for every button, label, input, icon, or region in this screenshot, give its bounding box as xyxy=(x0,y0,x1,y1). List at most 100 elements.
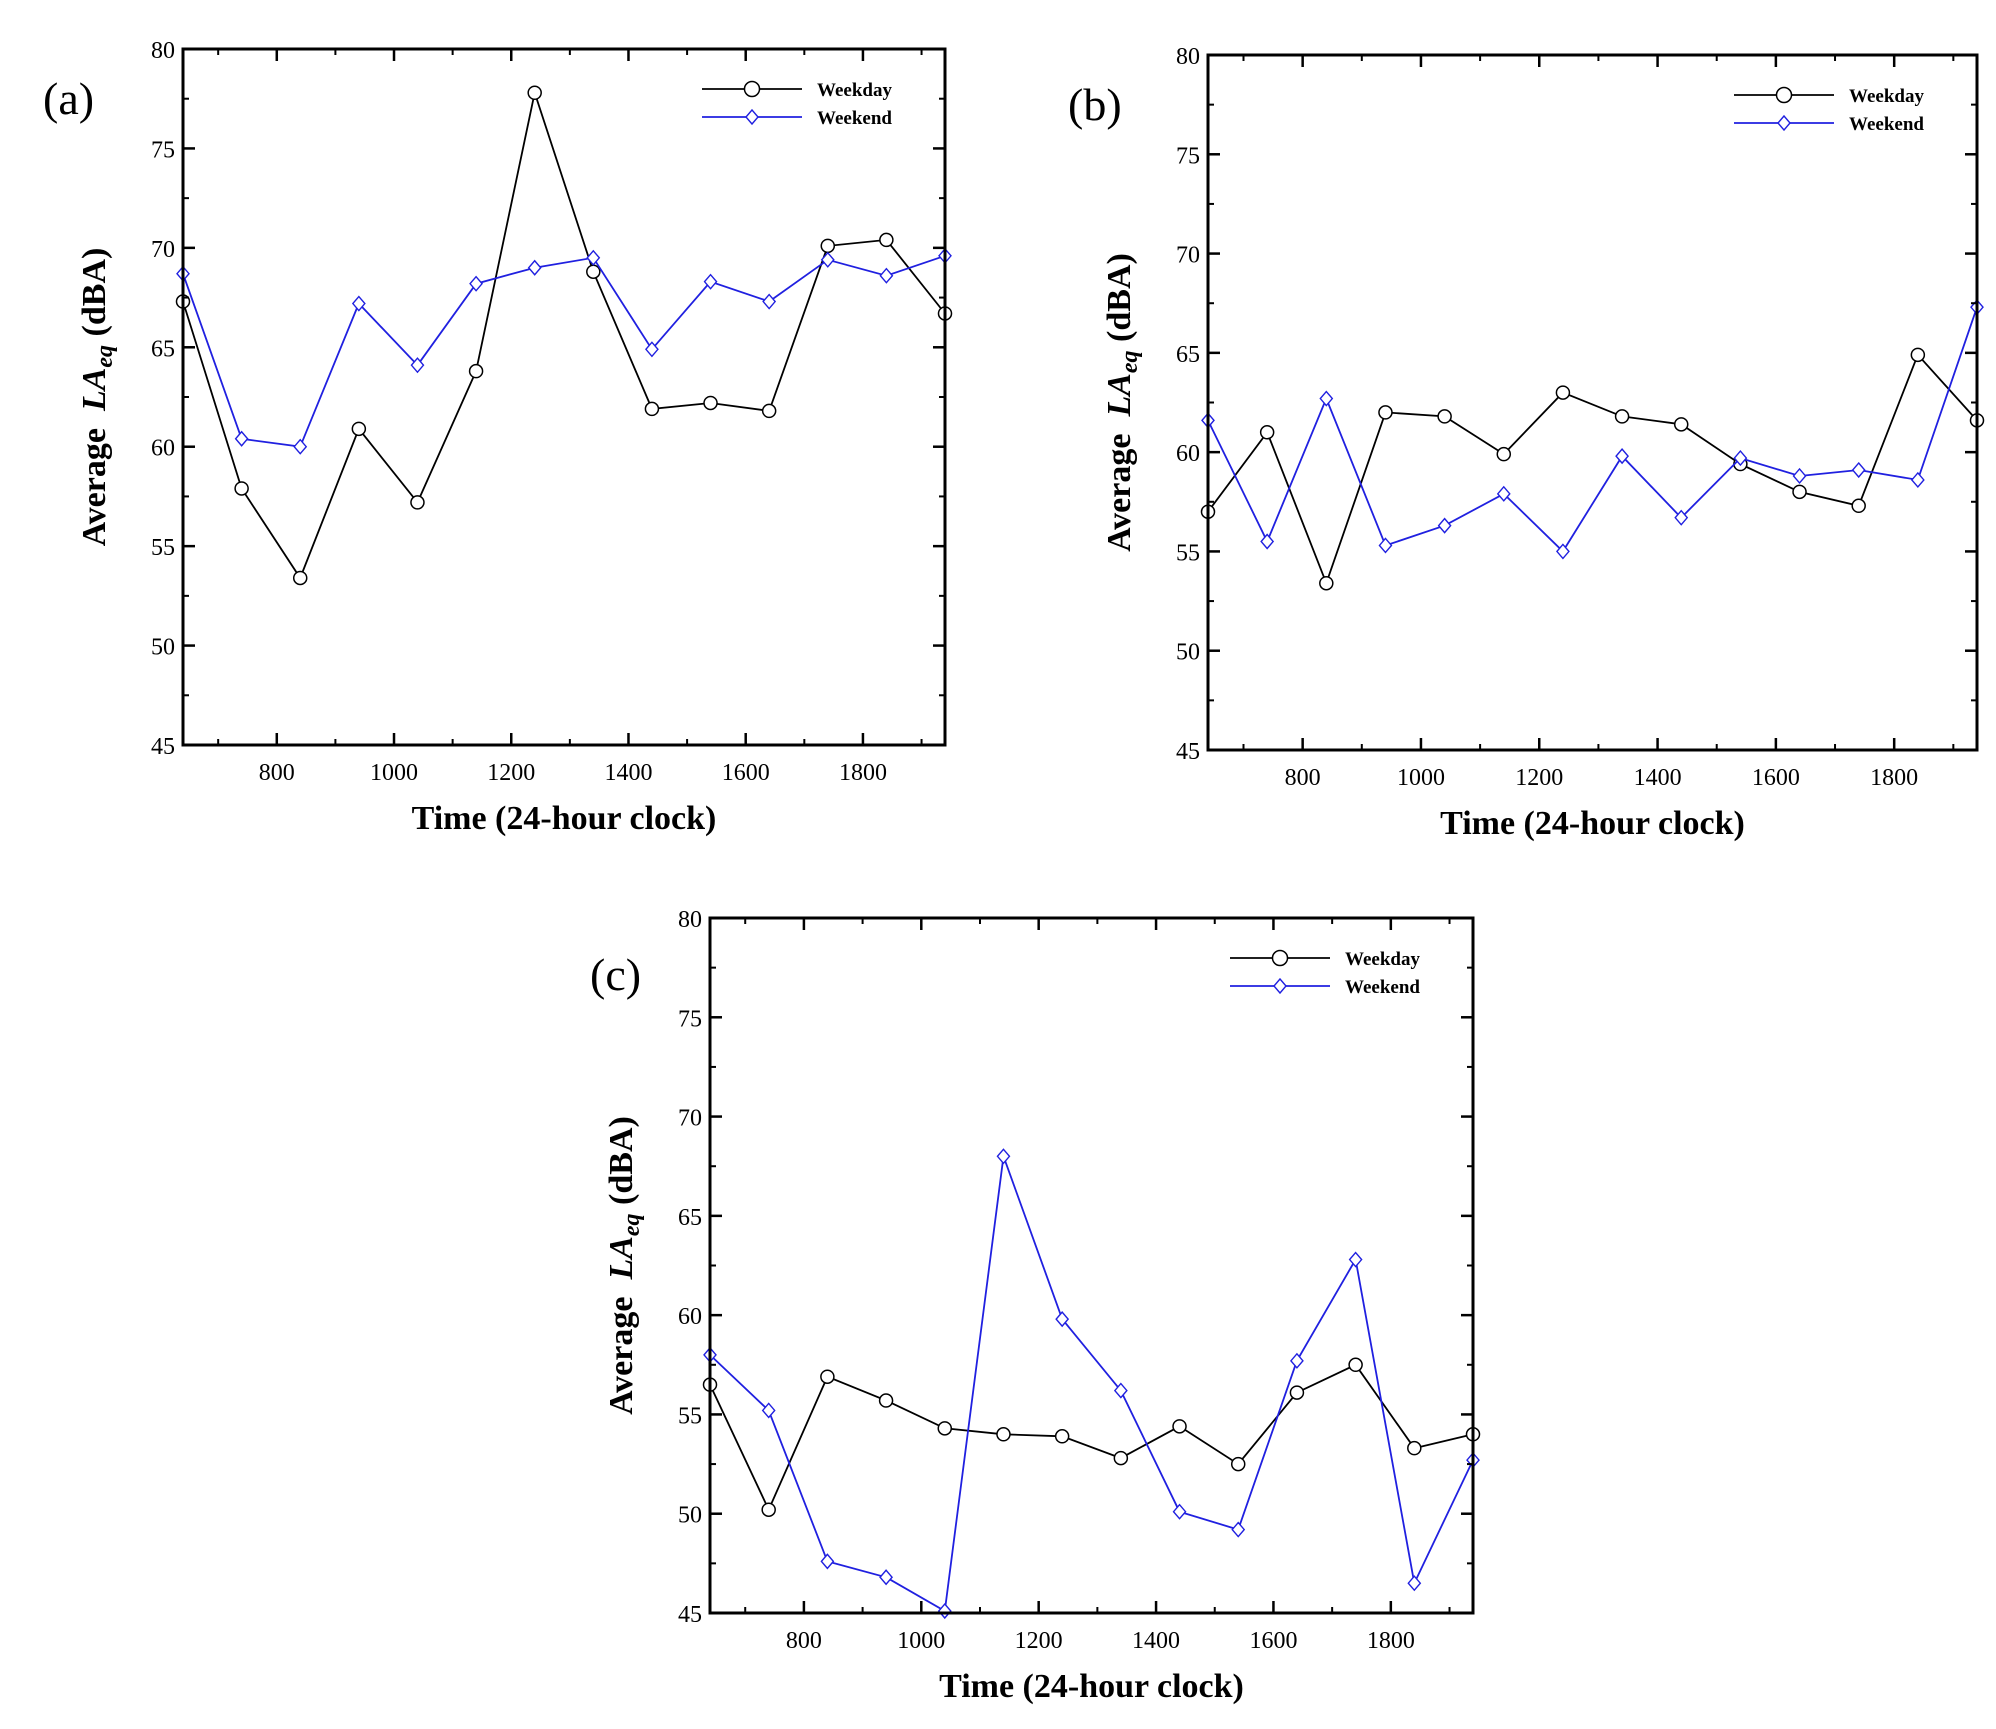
weekday-point xyxy=(937,1421,953,1436)
weekend-point xyxy=(351,295,366,312)
x-tick-label: 1400 xyxy=(1634,765,1682,791)
y-tick-label: 60 xyxy=(1176,441,1200,467)
weekday-point xyxy=(292,570,308,586)
weekend-point xyxy=(1378,537,1393,554)
weekend-point xyxy=(527,259,542,276)
weekday-point xyxy=(1851,498,1866,514)
x-tick-label: 1000 xyxy=(897,1628,945,1654)
weekday-point xyxy=(1614,409,1630,424)
x-tick-label: 1600 xyxy=(1752,765,1800,791)
weekend-point xyxy=(1733,450,1748,467)
weekend-point xyxy=(762,293,777,310)
series-line-weekday xyxy=(1207,353,1978,586)
y-axis-title: Average LAeq (dBA) xyxy=(1101,253,1143,552)
x-axis-title: Time (24-hour clock) xyxy=(412,800,717,837)
x-tick-label: 800 xyxy=(786,1628,822,1654)
weekday-point xyxy=(761,403,777,419)
weekday-point xyxy=(1230,1456,1246,1472)
weekend-point xyxy=(469,275,483,292)
x-tick-label: 1200 xyxy=(1515,765,1563,791)
weekend-point xyxy=(410,357,425,374)
x-tick-label: 1200 xyxy=(487,760,535,786)
weekday-point xyxy=(1054,1429,1070,1444)
weekday-point xyxy=(234,481,249,496)
weekend-point xyxy=(879,267,894,284)
weekend-point xyxy=(293,438,308,455)
weekend-point xyxy=(1496,485,1511,502)
legend-marker-weekday xyxy=(1775,86,1793,104)
weekday-point xyxy=(1289,1385,1305,1400)
x-tick-label: 800 xyxy=(1285,765,1321,791)
x-axis-title: Time (24-hour clock) xyxy=(939,1668,1244,1705)
weekend-point xyxy=(820,251,835,268)
y-tick-label: 65 xyxy=(1176,342,1200,368)
weekday-point xyxy=(1348,1357,1363,1373)
series-line-weekday xyxy=(182,89,946,580)
weekday-point xyxy=(1172,1419,1187,1434)
weekend-point xyxy=(1348,1251,1363,1268)
weekend-point xyxy=(1290,1352,1304,1369)
x-tick-label: 1800 xyxy=(1870,765,1918,791)
y-tick-label: 65 xyxy=(151,336,175,362)
weekend-point xyxy=(996,1148,1011,1165)
weekday-point xyxy=(703,395,718,411)
weekday-point xyxy=(1910,347,1926,363)
legend-label-weekday: Weekday xyxy=(1849,86,1924,107)
weekend-point xyxy=(1231,1521,1246,1538)
y-axis-title: Average LAeq (dBA) xyxy=(76,248,118,547)
weekend-point xyxy=(761,1402,776,1419)
weekday-point xyxy=(1113,1450,1129,1466)
y-tick-label: 55 xyxy=(151,535,175,561)
chart-panel-b: 45 50 55 60 65 70 75 80 800 1000 1200 1400 1600 1800 T… xyxy=(1068,44,1985,842)
weekend-point xyxy=(1260,533,1275,550)
weekend-point xyxy=(1674,509,1689,526)
x-tick-label: 1600 xyxy=(1249,1628,1297,1654)
legend-label-weekend: Weekend xyxy=(1849,114,1924,135)
y-tick-label: 55 xyxy=(1176,540,1200,566)
y-tick-label: 60 xyxy=(678,1304,702,1330)
weekend-point xyxy=(1792,467,1807,485)
weekday-point xyxy=(1555,385,1571,400)
plot-frame xyxy=(708,916,1475,1615)
legend-label-weekday: Weekday xyxy=(1345,949,1420,970)
weekend-point xyxy=(234,430,249,447)
weekday-point xyxy=(820,238,836,254)
y-tick-label: 70 xyxy=(151,237,175,263)
weekend-point xyxy=(1319,390,1334,407)
weekend-point xyxy=(1407,1575,1422,1592)
legend-marker-weekend xyxy=(1777,114,1791,132)
series-line-weekend xyxy=(709,1155,1474,1613)
y-tick-label: 50 xyxy=(678,1503,702,1529)
weekday-point xyxy=(644,401,660,417)
weekday-point xyxy=(1792,484,1807,500)
weekday-point xyxy=(1319,575,1334,591)
weekend-point xyxy=(1851,461,1866,479)
series-line-weekend xyxy=(1207,306,1978,553)
y-tick-label: 55 xyxy=(678,1403,702,1429)
weekend-point xyxy=(820,1553,835,1570)
y-tick-label: 60 xyxy=(151,436,175,462)
x-tick-label: 1000 xyxy=(370,760,418,786)
y-tick-label: 75 xyxy=(151,137,175,163)
weekday-point xyxy=(1407,1440,1422,1456)
weekend-point xyxy=(879,1569,893,1586)
weekday-point xyxy=(996,1427,1011,1442)
weekend-point xyxy=(1055,1311,1070,1328)
weekday-point xyxy=(1496,446,1512,462)
y-tick-label: 80 xyxy=(151,38,175,64)
x-tick-label: 1000 xyxy=(1397,765,1445,791)
weekday-point xyxy=(586,264,601,279)
y-tick-label: 45 xyxy=(151,734,175,760)
plot-frame xyxy=(181,47,947,747)
chart-panel-a: 45 50 55 60 65 70 75 80 800 1000 1200 1400 1600 1800 T… xyxy=(43,38,953,837)
weekend-point xyxy=(1113,1382,1128,1399)
weekend-point xyxy=(937,1602,952,1620)
weekend-point xyxy=(1615,448,1629,465)
x-tick-label: 1200 xyxy=(1015,1628,1063,1654)
weekday-point xyxy=(468,363,484,379)
y-tick-label: 80 xyxy=(1176,44,1200,70)
weekday-point xyxy=(351,421,367,437)
y-tick-label: 45 xyxy=(678,1602,702,1628)
legend-marker-weekday xyxy=(743,80,761,98)
weekend-point xyxy=(703,273,718,290)
